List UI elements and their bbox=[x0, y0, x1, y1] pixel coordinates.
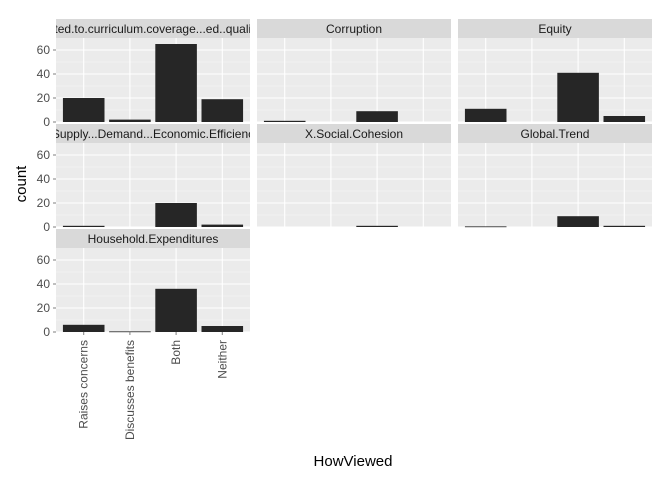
bar bbox=[201, 99, 244, 122]
panel-background bbox=[56, 248, 250, 332]
y-axis-title: count bbox=[13, 165, 30, 203]
bar bbox=[62, 98, 105, 122]
facet-strip bbox=[56, 19, 250, 38]
bar bbox=[62, 225, 105, 227]
bar bbox=[155, 44, 197, 122]
y-tick-label: 40 bbox=[37, 277, 51, 291]
bar bbox=[603, 116, 646, 122]
panel-background bbox=[458, 38, 652, 122]
y-tick-label: 60 bbox=[37, 148, 51, 162]
facet-strip bbox=[458, 19, 652, 38]
panel-background bbox=[56, 143, 250, 227]
bar bbox=[464, 226, 507, 228]
bar bbox=[356, 225, 398, 227]
facet-strip bbox=[257, 124, 451, 143]
y-tick-label: 0 bbox=[43, 220, 50, 234]
y-tick-label: 40 bbox=[37, 172, 51, 186]
panel-background bbox=[257, 38, 451, 122]
bar bbox=[201, 326, 244, 332]
x-axis: Raises concerns Discusses benefits Both Nei… bbox=[77, 332, 229, 440]
bar bbox=[263, 120, 306, 122]
bar bbox=[464, 108, 507, 122]
x-tick-label: Both bbox=[169, 340, 183, 365]
facet-strip-label: Global.Trend bbox=[521, 127, 590, 141]
bar bbox=[201, 224, 244, 227]
panel-background bbox=[458, 143, 652, 227]
facet-strip-label: Supply...Demand...Economic.Efficienc bbox=[52, 127, 254, 141]
bar bbox=[62, 324, 105, 332]
x-axis-title: HowViewed bbox=[314, 453, 393, 470]
facet-strip bbox=[257, 19, 451, 38]
facet-strip-label: Corruption bbox=[326, 22, 382, 36]
bar bbox=[603, 225, 646, 227]
facet-strip-label: Equity bbox=[538, 22, 571, 36]
facet-strip bbox=[56, 229, 250, 248]
facet-panel: Household.Expenditures bbox=[56, 229, 250, 333]
y-axes: 0 20 40 60 0 20 40 60 0 20 40 60 bbox=[37, 43, 56, 339]
x-tick-label: Discusses benefits bbox=[123, 340, 137, 440]
bar bbox=[557, 216, 599, 227]
facet-panel: X.Social.Cohesion bbox=[257, 124, 451, 228]
y-tick-label: 60 bbox=[37, 43, 51, 57]
bar bbox=[155, 288, 197, 332]
facet-strip-label: X.Social.Cohesion bbox=[305, 127, 403, 141]
y-tick-label: 20 bbox=[37, 196, 51, 210]
y-tick-label: 20 bbox=[37, 301, 51, 315]
facet-panel: Global.Trend bbox=[458, 124, 652, 228]
facet-panel: Equity bbox=[458, 19, 652, 123]
y-tick-label: 0 bbox=[43, 115, 50, 129]
y-tick-label: 20 bbox=[37, 91, 51, 105]
bar bbox=[155, 203, 197, 227]
facet-panel: Related.to.curriculum.coverage...ed..qua… bbox=[30, 19, 277, 123]
y-tick-label: 60 bbox=[37, 253, 51, 267]
facet-strip bbox=[56, 124, 250, 143]
facet-panels: Related.to.curriculum.coverage...ed..qua… bbox=[30, 19, 652, 333]
bar bbox=[557, 72, 599, 122]
facet-strip bbox=[458, 124, 652, 143]
panel-background bbox=[257, 143, 451, 227]
bar bbox=[109, 119, 151, 122]
bar bbox=[356, 111, 398, 122]
bar bbox=[109, 331, 151, 333]
facet-strip-label: Household.Expenditures bbox=[88, 232, 219, 246]
y-tick-label: 40 bbox=[37, 67, 51, 81]
x-tick-label: Neither bbox=[215, 340, 229, 379]
facet-panel: Corruption bbox=[257, 19, 451, 123]
facet-strip-label: Related.to.curriculum.coverage...ed..qua… bbox=[30, 22, 277, 36]
x-tick-label: Raises concerns bbox=[77, 340, 91, 429]
facet-panel: Supply...Demand...Economic.Efficienc bbox=[52, 124, 254, 228]
y-tick-label: 0 bbox=[43, 325, 50, 339]
